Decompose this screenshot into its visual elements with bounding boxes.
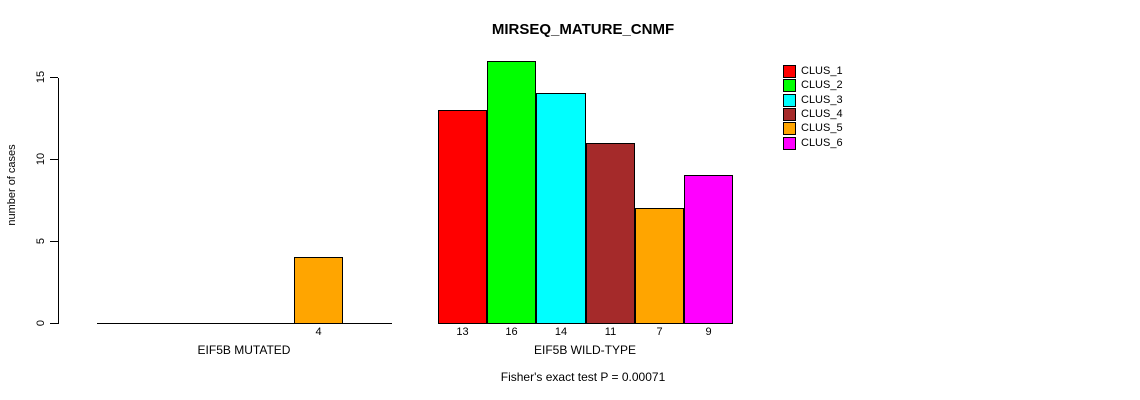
y-axis-line: [58, 78, 59, 324]
legend-swatch-CLUS_4: [783, 107, 796, 121]
y-axis-tick: [50, 159, 58, 160]
x-axis-line: [97, 323, 392, 324]
bar-CLUS_4: [586, 143, 635, 324]
group-label-wildtype: EIF5B WILD-TYPE: [533, 343, 637, 357]
bar-tick-label-CLUS_1: 13: [456, 326, 469, 338]
y-axis-tick: [50, 77, 58, 78]
group-label-mutated: EIF5B MUTATED: [197, 343, 291, 357]
legend-label-CLUS_1: CLUS_1: [801, 65, 843, 77]
y-axis-tick-label: 0: [35, 319, 47, 327]
y-axis-tick: [50, 241, 58, 242]
bar-tick-label-CLUS_3: 14: [554, 326, 568, 338]
legend-swatch-CLUS_6: [783, 136, 796, 150]
chart-title: MIRSEQ_MATURE_CNMF: [491, 21, 675, 38]
y-axis-tick: [50, 323, 58, 324]
bar-tick-label-CLUS_4: 11: [604, 326, 617, 338]
bar-tick-label-CLUS_5: 7: [656, 326, 663, 338]
bar-CLUS_5: [635, 208, 684, 324]
legend-label-CLUS_4: CLUS_4: [801, 107, 843, 120]
legend-swatch-CLUS_1: [783, 65, 796, 78]
bar-tick-label-CLUS_2: 16: [505, 326, 518, 338]
bar-CLUS_6: [684, 175, 733, 324]
fisher-test-footnote: Fisher's exact test P = 0.00071: [500, 370, 666, 384]
legend-label-CLUS_3: CLUS_3: [801, 93, 843, 106]
y-axis-tick-label: 15: [35, 70, 47, 84]
y-axis-title: number of cases: [6, 144, 18, 226]
bar-CLUS_3: [536, 93, 586, 324]
legend-label-CLUS_5: CLUS_5: [801, 122, 843, 135]
bar-tick-label-CLUS_5: 4: [315, 326, 322, 338]
legend-swatch-CLUS_5: [783, 122, 796, 136]
y-axis-tick-label: 10: [35, 152, 47, 166]
legend-label-CLUS_2: CLUS_2: [801, 79, 843, 92]
legend-swatch-CLUS_3: [783, 93, 796, 107]
bar-tick-label-CLUS_6: 9: [705, 326, 712, 338]
y-axis-tick-label: 5: [35, 237, 47, 245]
legend-label-CLUS_6: CLUS_6: [801, 136, 843, 149]
bar-CLUS_5: [294, 257, 343, 324]
bar-CLUS_2: [487, 61, 536, 324]
bar-CLUS_1: [438, 110, 487, 324]
legend-swatch-CLUS_2: [783, 79, 796, 93]
